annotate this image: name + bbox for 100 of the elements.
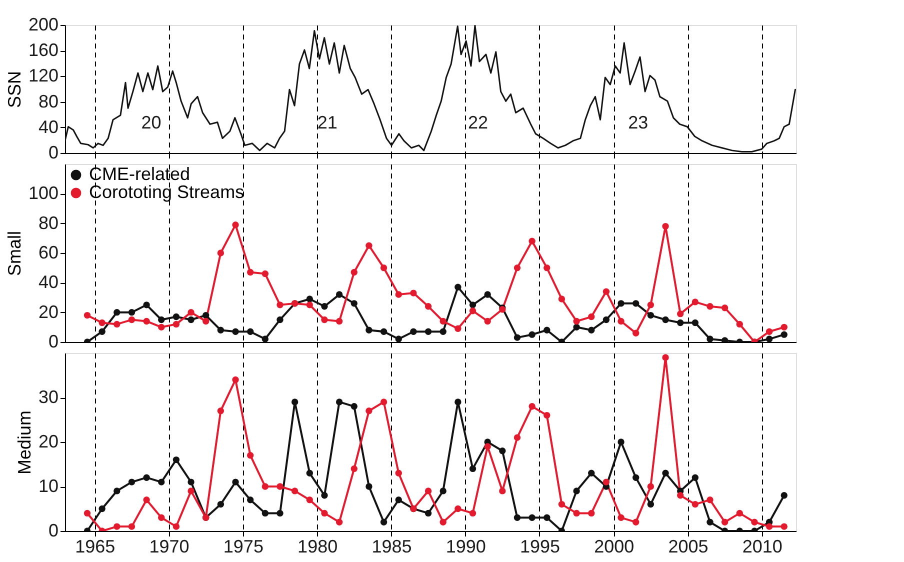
point [246,496,254,504]
point [469,465,476,472]
point [780,523,788,530]
point [262,483,269,490]
point [84,312,91,319]
y-tick-label: 20 [38,432,58,452]
point [350,465,358,472]
x-tick-label: 2010 [742,536,782,556]
annotation: 22 [468,112,488,133]
point [158,478,165,486]
point [676,310,684,318]
point [262,510,269,517]
point [380,398,388,406]
point [588,470,595,476]
point [395,470,402,476]
point [573,324,580,331]
point [246,268,254,276]
y-tick-label: 120 [28,66,58,86]
point [440,328,446,335]
point [676,319,684,326]
point [321,316,328,324]
point [440,488,446,494]
point [143,474,150,481]
point [395,336,402,342]
point [780,492,788,499]
point [662,316,669,324]
point [706,518,714,526]
point [692,474,699,481]
annotation: 20 [141,112,162,133]
point [454,398,462,406]
point [780,324,788,331]
point [306,470,314,476]
y-axis-title: Small [4,230,24,276]
y-tick-label: 40 [38,272,58,292]
point [424,303,432,310]
x-tick-label: 1965 [75,536,116,556]
point [84,510,91,517]
point [662,470,669,476]
point [573,510,580,517]
point [721,304,728,312]
point [588,510,595,517]
legend-label: CME-related [89,164,190,184]
y-tick-label: 80 [38,212,58,233]
legend-label: Corototing Streams [89,182,244,202]
point [424,328,432,335]
point [114,308,120,316]
point [232,221,239,228]
point [766,328,773,335]
point [217,326,224,334]
point [98,328,106,335]
point [143,318,150,325]
y-axis-title: SSN [4,70,24,108]
point [143,302,150,308]
point [366,408,372,414]
y-tick-label: 80 [38,91,58,112]
point [306,296,314,302]
point [706,496,714,504]
point [751,518,758,526]
point [172,456,180,464]
point [158,316,165,324]
point [291,488,298,494]
point [306,302,314,308]
point [692,298,699,306]
x-tick-label: 1985 [372,536,412,556]
y-tick-label: 40 [38,116,58,137]
point [98,505,106,512]
point [188,316,194,324]
point [424,488,432,494]
point [172,320,180,328]
point [469,308,476,314]
point [454,505,462,512]
point [528,331,536,338]
point [350,300,358,307]
point [454,325,462,332]
point [528,403,536,410]
point [706,336,714,342]
point [647,312,654,319]
point [484,443,491,450]
point [544,412,550,419]
point [410,290,417,296]
point [484,291,491,298]
y-axis-title: Medium [14,410,34,475]
point [232,478,239,486]
y-tick-label: 160 [28,40,58,60]
point [632,518,640,526]
point [647,302,654,308]
point [202,312,210,319]
point [484,318,491,325]
point [528,514,536,521]
point [558,500,566,508]
point [588,326,595,334]
point [128,523,136,530]
point [380,518,388,526]
y-tick-label: 60 [38,242,58,262]
point [410,328,417,335]
point [499,488,506,494]
x-tick-label: 1995 [520,536,560,556]
x-tick-label: 2005 [668,536,708,556]
point [188,308,194,316]
point [618,514,624,521]
